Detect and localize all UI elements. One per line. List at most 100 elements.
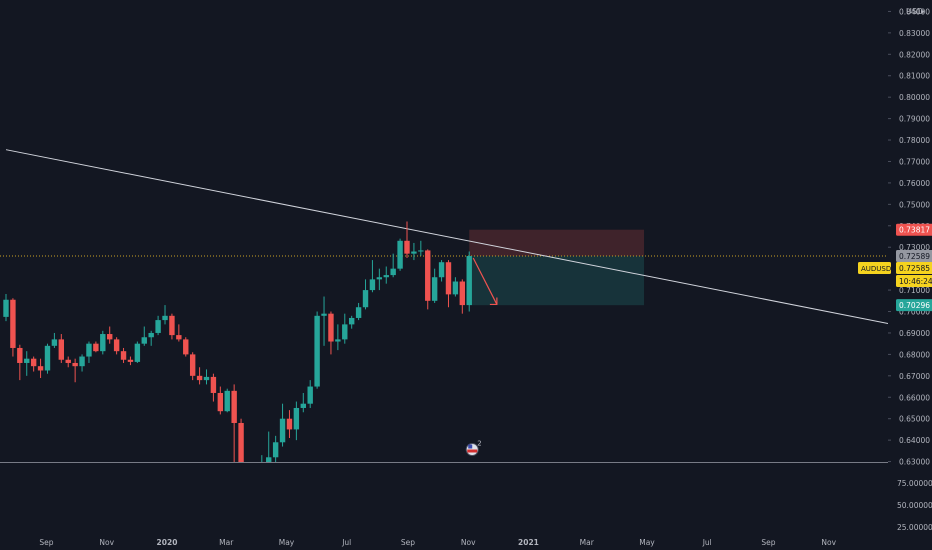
secondary-tick-label: 75.00000 (897, 479, 932, 488)
candle[interactable] (93, 341, 99, 353)
candle[interactable] (348, 315, 355, 329)
countdown-box (896, 275, 932, 288)
candle[interactable] (3, 293, 9, 322)
price-tick-label: 0.68000 (899, 350, 930, 359)
candle[interactable] (58, 334, 65, 363)
candle[interactable] (335, 324, 341, 351)
earnings-event-badge[interactable]: 2 (465, 439, 482, 456)
candle[interactable] (355, 302, 362, 321)
position-stop-zone[interactable] (469, 229, 645, 257)
candle[interactable] (328, 311, 334, 355)
candle[interactable] (231, 384, 237, 462)
position-target-zone[interactable] (469, 256, 645, 306)
candle[interactable] (459, 279, 466, 314)
symbol-price-label[interactable]: AUDUSD 0.72585 10:46:24 (858, 262, 932, 288)
candle[interactable] (272, 435, 279, 462)
candle[interactable] (127, 356, 134, 366)
candle[interactable] (293, 401, 300, 441)
candle[interactable] (120, 347, 127, 363)
time-axis[interactable]: Sep Nov 2020 Mar May Jul Sep Nov 2021 Mar May Jul Se… (39, 538, 836, 547)
candle[interactable] (376, 268, 383, 291)
candle[interactable] (438, 260, 445, 282)
candle[interactable] (203, 369, 210, 385)
candle-body (328, 313, 334, 342)
currency-label[interactable]: USD (906, 7, 923, 16)
candle-body (148, 332, 154, 338)
candle[interactable] (411, 242, 417, 261)
candle[interactable] (141, 326, 147, 346)
candle[interactable] (404, 221, 410, 258)
candle[interactable] (431, 268, 438, 303)
candle[interactable] (10, 298, 16, 357)
price-label-box (896, 299, 932, 312)
candle-body (162, 315, 168, 321)
candle[interactable] (286, 410, 293, 438)
candle[interactable] (217, 386, 224, 415)
candle[interactable] (466, 251, 472, 312)
candle[interactable] (342, 313, 348, 344)
candle-body (203, 376, 210, 381)
price-label-stop[interactable]: 0.73817 (896, 223, 932, 236)
candle[interactable] (37, 358, 44, 378)
short-arrow[interactable] (472, 257, 498, 305)
candle[interactable] (148, 330, 154, 346)
candle[interactable] (155, 315, 161, 336)
candle[interactable] (65, 356, 71, 368)
candle[interactable] (390, 253, 396, 278)
price-tick-label: 0.75000 (899, 200, 930, 209)
candle[interactable] (452, 277, 459, 297)
candle[interactable] (369, 260, 376, 293)
trendline[interactable] (5, 149, 888, 325)
candle[interactable] (24, 351, 30, 376)
candle[interactable] (418, 240, 424, 256)
candle[interactable] (259, 455, 264, 506)
candle[interactable] (321, 296, 327, 346)
candle[interactable] (362, 279, 369, 310)
candle[interactable] (196, 367, 203, 385)
candle[interactable] (100, 330, 106, 355)
candle[interactable] (72, 358, 78, 383)
candle[interactable] (107, 326, 113, 344)
candle[interactable] (17, 344, 23, 381)
candle[interactable] (169, 313, 175, 340)
candle[interactable] (79, 354, 85, 372)
currency-dropdown-icon[interactable]: ▾ (921, 8, 925, 16)
candle-body (411, 251, 417, 254)
price-axis[interactable]: 0.84000 0.83000 0.82000 0.81000 0.80000 0.790… (858, 7, 932, 467)
candle-body (120, 351, 127, 360)
candle[interactable] (445, 260, 452, 308)
candle[interactable] (266, 431, 272, 464)
candle[interactable] (134, 341, 141, 363)
candle[interactable] (425, 249, 431, 310)
secondary-pane: 75.00000 50.00000 25.00000 (897, 479, 932, 532)
candle[interactable] (176, 324, 182, 342)
price-tick-label: 0.63000 (899, 458, 930, 467)
time-tick-label: Sep (401, 538, 415, 547)
price-label-target[interactable]: 0.70296 (896, 299, 932, 312)
candle[interactable] (314, 311, 320, 389)
candle-body (51, 339, 58, 346)
candle[interactable] (307, 380, 313, 408)
candle[interactable] (189, 352, 196, 381)
price-label-close[interactable]: 0.72589 (896, 250, 932, 263)
candle[interactable] (44, 343, 51, 374)
candle[interactable] (183, 337, 189, 357)
candle[interactable] (86, 341, 92, 363)
candle[interactable] (224, 388, 230, 413)
candle[interactable] (300, 392, 306, 413)
price-label-text: 0.72589 (899, 252, 930, 261)
candle[interactable] (210, 373, 217, 402)
candle[interactable] (51, 332, 58, 348)
candle[interactable] (30, 356, 37, 372)
candle[interactable] (397, 238, 403, 271)
candle[interactable] (383, 266, 389, 284)
main-pane[interactable]: 2 (0, 149, 888, 550)
candle[interactable] (279, 403, 286, 447)
candle[interactable] (162, 305, 168, 325)
candle[interactable] (238, 418, 244, 550)
candle[interactable] (113, 337, 120, 355)
candle-body (300, 403, 306, 408)
candle-body (238, 422, 244, 462)
price-tick-label: 0.65000 (899, 415, 930, 424)
